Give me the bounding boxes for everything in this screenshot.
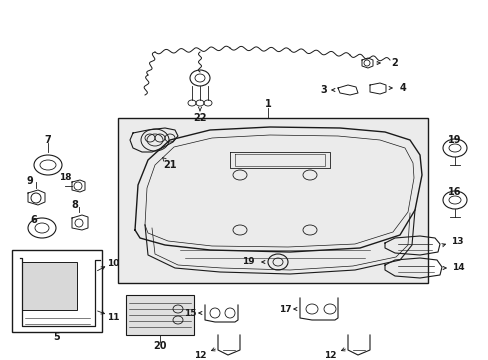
Text: 1: 1 bbox=[264, 99, 271, 109]
Text: 14: 14 bbox=[451, 264, 464, 273]
Text: 10: 10 bbox=[106, 258, 119, 267]
Text: 4: 4 bbox=[399, 83, 406, 93]
Text: 3: 3 bbox=[320, 85, 326, 95]
Text: 19: 19 bbox=[447, 135, 461, 145]
Text: 2: 2 bbox=[391, 58, 398, 68]
Bar bbox=[22, 262, 77, 310]
Text: 15: 15 bbox=[183, 309, 196, 318]
Text: 21: 21 bbox=[163, 160, 176, 170]
Text: 5: 5 bbox=[54, 332, 60, 342]
Text: 19: 19 bbox=[241, 257, 254, 266]
Bar bbox=[118, 118, 427, 283]
Text: 18: 18 bbox=[59, 174, 71, 183]
Text: 11: 11 bbox=[106, 314, 119, 323]
Text: 22: 22 bbox=[193, 113, 206, 123]
Text: 6: 6 bbox=[31, 215, 37, 225]
Text: 16: 16 bbox=[447, 187, 461, 197]
Text: 12: 12 bbox=[323, 351, 336, 360]
Bar bbox=[12, 250, 102, 332]
Text: 12: 12 bbox=[193, 351, 206, 360]
Text: 9: 9 bbox=[26, 176, 33, 186]
Text: 7: 7 bbox=[44, 135, 51, 145]
Text: 20: 20 bbox=[153, 341, 166, 351]
Bar bbox=[126, 295, 194, 335]
Text: 13: 13 bbox=[450, 237, 462, 246]
Text: 17: 17 bbox=[278, 305, 291, 314]
Text: 8: 8 bbox=[71, 200, 78, 210]
